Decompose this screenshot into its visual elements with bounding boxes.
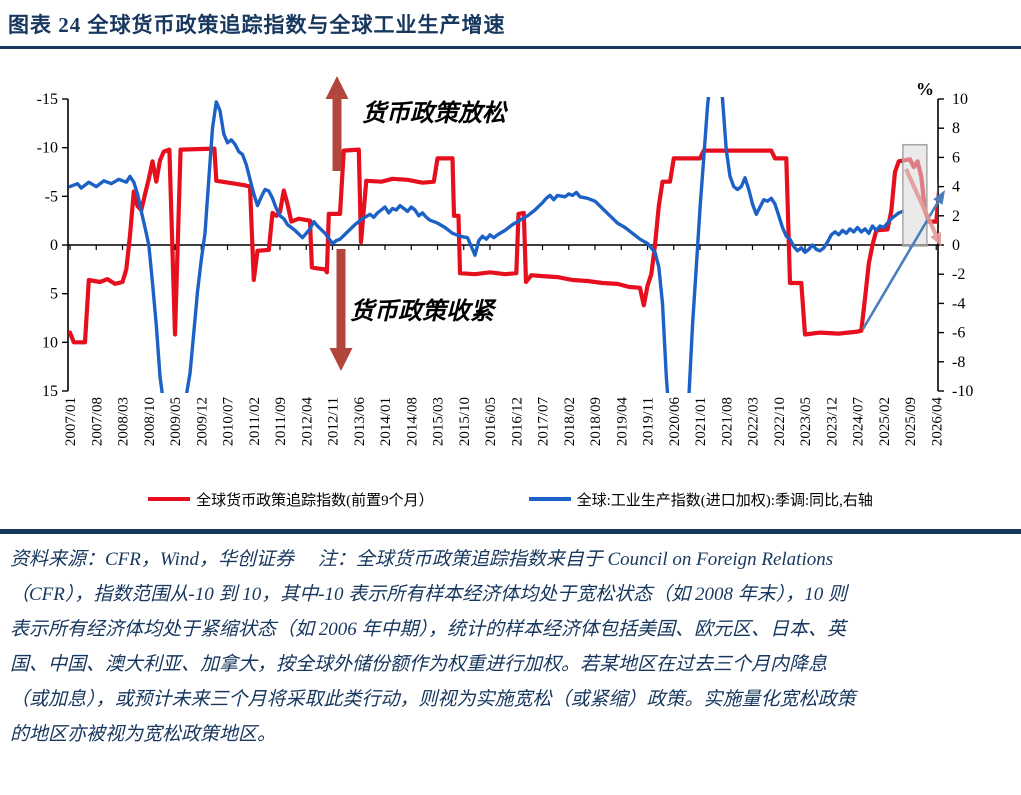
svg-text:10: 10 [952,91,968,108]
svg-text:6: 6 [952,149,960,166]
svg-text:4: 4 [952,179,960,196]
source-note-line: 表示所有经济体均处于紧缩状态（如 2006 年中期），统计的样本经济体包括美国、… [10,619,847,640]
svg-text:5: 5 [50,286,58,303]
x-tick-label: 2023/12 [824,397,840,446]
x-tick-label: 2014/01 [378,397,394,446]
legend-label: 全球货币政策追踪指数(前置9个月） [196,492,434,509]
x-tick-label: 2012/04 [299,397,315,447]
svg-text:0: 0 [50,237,58,254]
x-tick-label: 2025/09 [903,397,919,446]
source-note-line: 国、中国、澳大利亚、加拿大，按全球外储份额作为权重进行加权。若某地区在过去三个月… [10,654,828,675]
x-tick-label: 2018/02 [562,397,578,446]
x-tick-label: 2016/12 [509,397,525,446]
x-tick-label: 2022/03 [746,397,762,446]
source-note-line: 资料来源：CFR，Wind，华创证券 注：全球货币政策追踪指数来自于 Counc… [10,549,834,570]
loosening-annotation: 货币政策放松 [325,76,509,171]
svg-text:-10: -10 [37,140,58,157]
x-tick-label: 2017/07 [536,397,552,447]
svg-text:-8: -8 [952,354,965,371]
x-tick-label: 2021/01 [693,397,709,446]
x-tick-label: 2009/05 [168,397,184,446]
legend-item-policy-index: 全球货币政策追踪指数(前置9个月） [148,489,434,510]
x-tick-label: 2015/10 [457,397,473,446]
svg-text:-10: -10 [952,383,973,400]
x-tick-label: 2020/06 [667,397,683,447]
svg-text:-4: -4 [952,295,965,312]
page-title: 图表 24 全球货币政策追踪指数与全球工业生产增速 [8,13,506,37]
title-divider [0,46,1021,49]
tightening-annotation-label: 货币政策收紧 [350,298,497,325]
blue-trend-arrow [861,190,945,330]
x-axis: 2007/01 2007/08 2008/03 2008/10 2009/05 2009/… [63,245,945,446]
svg-text:-2: -2 [952,266,965,283]
right-axis-unit-label: % [916,79,934,99]
source-note: 资料来源：CFR，Wind，华创证券 注：全球货币政策追踪指数来自于 Counc… [0,534,1021,752]
y-axis-right: 10 8 6 4 2 0 -2 -4 -6 -8 -10 [938,91,973,400]
x-tick-label: 2019/04 [614,397,630,447]
x-tick-label: 2022/10 [772,397,788,446]
source-note-line: （或加息），或预计未来三个月将采取此类行动，则视为实施宽松（或紧缩）政策。实施量… [10,689,856,710]
loosening-annotation-label: 货币政策放松 [362,100,509,127]
svg-text:2: 2 [952,208,960,225]
x-tick-label: 2023/05 [798,397,814,446]
x-tick-label: 2013/06 [352,397,368,447]
x-tick-label: 2007/01 [63,397,79,446]
x-tick-label: 2019/11 [641,397,657,446]
x-tick-label: 2014/08 [404,397,420,446]
x-tick-label: 2016/05 [483,397,499,446]
legend-line-swatch [148,497,191,501]
chart-canvas: -15 -10 -5 0 5 10 15 10 8 6 4 2 0 -2 -4 -6 -8 -10% 2007/01… [37,76,973,446]
x-tick-label: 2009/12 [194,397,210,446]
x-tick-label: 2025/02 [877,397,893,446]
x-tick-label: 2018/09 [588,397,604,446]
x-tick-label: 2026/04 [929,397,945,447]
y-axis-left: -15 -10 -5 0 5 10 15 [37,91,68,400]
legend-item-industrial-production: 全球:工业生产指数(进口加权):季调:同比,右轴 [528,489,873,510]
x-tick-label: 2010/07 [221,397,237,447]
highlight-box [902,143,928,247]
x-tick-label: 2007/08 [89,397,105,446]
x-tick-label: 2008/10 [142,397,158,446]
tightening-annotation: 货币政策收紧 [329,249,497,371]
x-tick-label: 2021/08 [719,397,735,446]
source-note-line: （CFR），指数范围从-10 到 10，其中-10 表示所有样本经济体均处于宽松… [10,584,848,605]
x-tick-label: 2011/02 [247,397,263,446]
svg-text:-15: -15 [37,91,58,108]
svg-text:0: 0 [952,237,960,254]
chart-legend: 全球货币政策追踪指数(前置9个月） 全球:工业生产指数(进口加权):季调:同比,右… [0,485,1021,513]
svg-text:10: 10 [42,334,58,351]
x-tick-label: 2024/07 [851,397,867,447]
source-note-line: 的地区亦被视为宽松政策地区。 [10,724,277,745]
x-tick-label: 2015/03 [431,397,447,446]
axes [67,99,939,391]
x-tick-label: 2008/03 [116,397,132,446]
series-group [68,97,938,393]
pink-down-arrow [904,168,942,246]
svg-text:-5: -5 [45,188,58,205]
x-tick-label: 2011/09 [273,397,289,446]
x-tick-label: 2012/11 [326,397,342,446]
svg-text:-6: -6 [952,325,965,342]
policy-index-line [68,146,938,345]
legend-label: 全球:工业生产指数(进口加权):季调:同比,右轴 [576,492,873,509]
svg-text:15: 15 [42,383,58,400]
source-divider [0,529,1021,534]
industrial-production-line [68,97,905,393]
legend-line-swatch [528,497,571,501]
svg-text:8: 8 [952,120,960,137]
